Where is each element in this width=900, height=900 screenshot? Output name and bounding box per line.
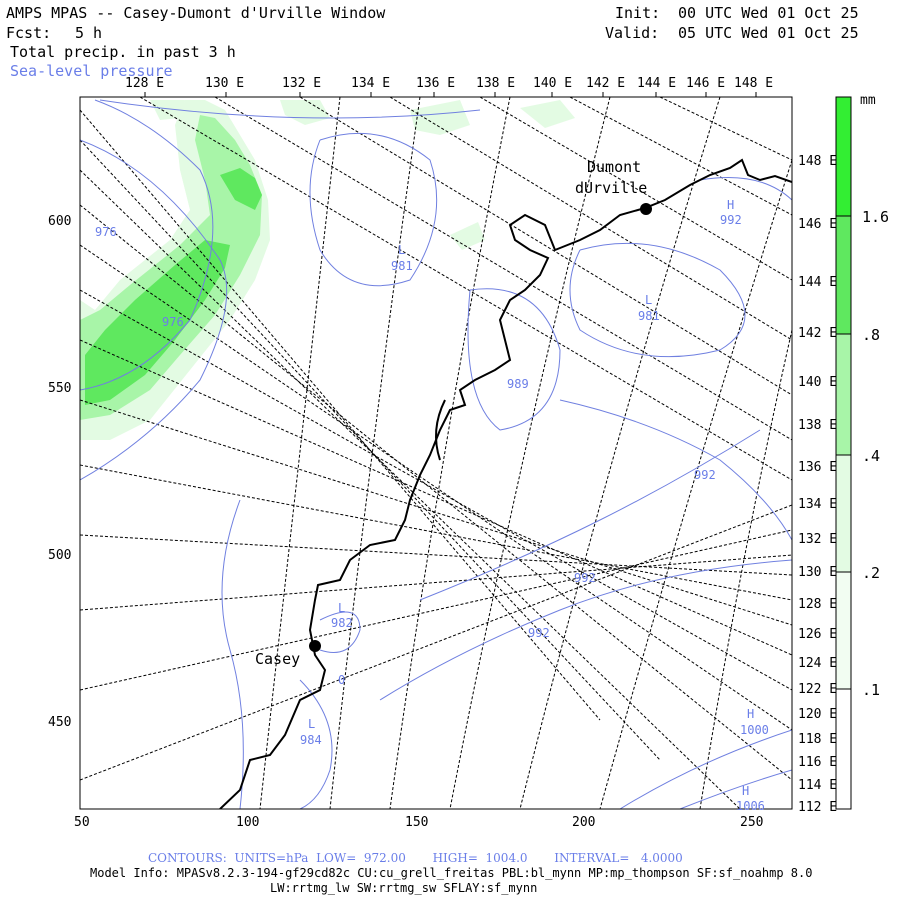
y-tick-label: 450: [48, 715, 72, 730]
station-label-durville: dUrville: [575, 179, 648, 197]
contour-label: H: [727, 198, 735, 212]
lon-label-right: 112 E: [798, 800, 838, 815]
lon-label-right: 124 E: [798, 656, 838, 671]
lon-label-right: 126 E: [798, 627, 838, 642]
colorbar-level-label: .1: [862, 681, 881, 699]
station-label-dumont: Dumont: [587, 158, 642, 176]
lon-label-top: 144 E: [637, 76, 677, 91]
field-label: Total precip. in past 3 h: [10, 43, 236, 61]
lon-label-top: 142 E: [586, 76, 626, 91]
lon-label-top: 132 E: [282, 76, 322, 91]
contour-label: L: [645, 293, 653, 307]
lon-label-top: 146 E: [686, 76, 726, 91]
precip-shading: [80, 100, 575, 440]
y-tick-label: 500: [48, 548, 72, 563]
map-title: AMPS MPAS -- Casey-Dumont d'Urville Wind…: [6, 4, 386, 22]
model-info: Model Info: MPASv8.2.3-194-gf29cd82c CU:…: [90, 866, 813, 880]
colorbar-level-label: .4: [862, 447, 881, 465]
pressure-contours: [80, 99, 792, 809]
contour-label: H: [742, 784, 750, 798]
lon-label-right: 116 E: [798, 755, 838, 770]
contour-label: 989: [507, 377, 529, 391]
lon-label-top: 148 E: [734, 76, 774, 91]
map-frame: [79, 96, 793, 810]
x-tick-label: 200: [572, 815, 596, 830]
colorbar: [835, 96, 852, 810]
forecast-value: 5 h: [75, 24, 103, 42]
init-label: Init:: [615, 4, 661, 22]
x-tick-label: 50: [74, 815, 90, 830]
lon-label-right: 148 E: [798, 154, 838, 169]
contour-label: L: [308, 717, 316, 731]
contour-label: 984: [300, 733, 322, 747]
colorbar-units: mm: [860, 93, 876, 108]
lon-label-right: 122 E: [798, 682, 838, 697]
lon-label-right: 128 E: [798, 597, 838, 612]
contour-label: 982: [331, 616, 353, 630]
contour-label: L: [338, 601, 346, 615]
top-lon-ticks: [144, 92, 757, 97]
overlay-label: Sea-level pressure: [10, 62, 173, 80]
lon-label-top: 138 E: [476, 76, 516, 91]
contour-label: 981: [638, 309, 660, 323]
lon-label-right: 146 E: [798, 217, 838, 232]
contour-label: 976: [95, 225, 117, 239]
valid-label: Valid:: [605, 24, 660, 42]
lon-label-top: 136 E: [416, 76, 456, 91]
y-tick-label: 550: [48, 381, 72, 396]
contour-label: 992: [528, 626, 550, 640]
y-tick-label: 600: [48, 214, 72, 229]
valid-value: 05 UTC Wed 01 Oct 25: [678, 24, 859, 42]
contour-label: 992: [574, 571, 596, 585]
contour-label: 992: [694, 468, 716, 482]
coastline: [219, 158, 792, 809]
lon-label-top: 128 E: [125, 76, 165, 91]
x-tick-label: 150: [405, 815, 429, 830]
contour-label: H: [747, 707, 755, 721]
colorbar-level-label: .8: [862, 326, 881, 344]
lon-label-right: 138 E: [798, 418, 838, 433]
lon-label-top: 134 E: [351, 76, 391, 91]
lon-label-top: 130 E: [205, 76, 245, 91]
contour-label: 992: [720, 213, 742, 227]
lon-label-right: 120 E: [798, 707, 838, 722]
contour-label: 981: [391, 259, 413, 273]
contours-info: CONTOURS: UNITS=hPa LOW= 972.00 HIGH= 10…: [148, 851, 683, 865]
contour-label: 1000: [740, 723, 769, 737]
x-tick-label: 250: [740, 815, 764, 830]
lon-label-right: 136 E: [798, 460, 838, 475]
colorbar-level-label: 1.6: [862, 208, 890, 226]
lon-label-right: 144 E: [798, 275, 838, 290]
colorbar-level-label: .2: [862, 564, 881, 582]
x-tick-label: 100: [236, 815, 260, 830]
lon-label-right: 132 E: [798, 532, 838, 547]
contour-label: 1006: [736, 799, 765, 813]
station-label-casey: Casey: [255, 650, 301, 668]
lon-label-right: 130 E: [798, 565, 838, 580]
contour-label: L: [398, 243, 406, 257]
lon-label-right: 142 E: [798, 326, 838, 341]
contour-label: 976: [162, 315, 184, 329]
forecast-label: Fcst:: [6, 24, 52, 42]
graticule: [80, 97, 792, 809]
dumont-durville-station-marker: [640, 203, 652, 215]
casey-station-marker: [309, 640, 321, 652]
init-value: 00 UTC Wed 01 Oct 25: [678, 4, 859, 22]
contour-label: 0: [338, 673, 346, 687]
lon-label-top: 140 E: [533, 76, 573, 91]
lon-label-right: 134 E: [798, 497, 838, 512]
model-info-2: LW:rrtmg_lw SW:rrtmg_sw SFLAY:sf_mynn: [270, 881, 538, 895]
lon-label-right: 114 E: [798, 778, 838, 793]
lon-label-right: 118 E: [798, 732, 838, 747]
lon-label-right: 140 E: [798, 375, 838, 390]
